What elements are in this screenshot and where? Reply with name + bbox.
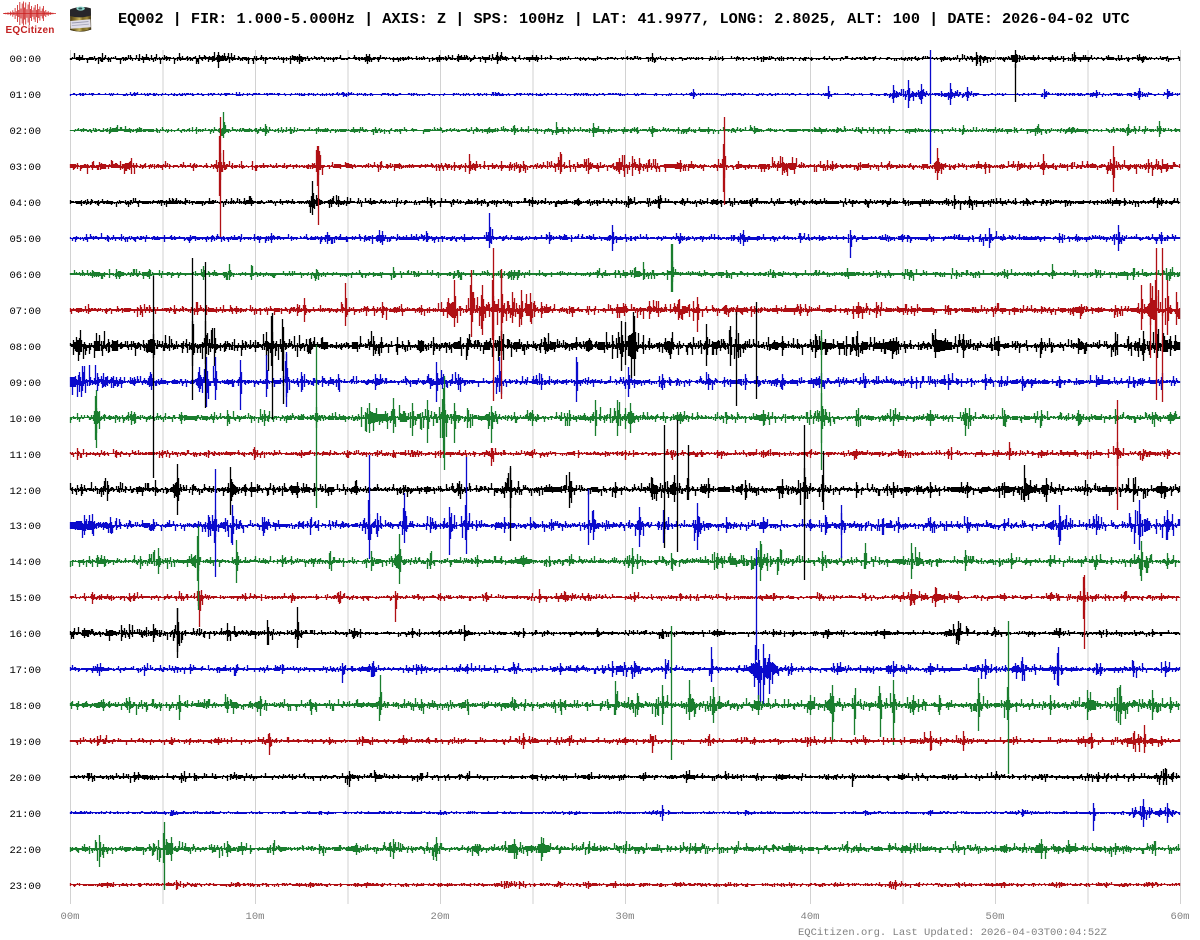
svg-text:22:00: 22:00 — [10, 845, 42, 857]
svg-text:19:00: 19:00 — [10, 737, 42, 749]
svg-text:15:00: 15:00 — [10, 593, 42, 605]
svg-text:07:00: 07:00 — [10, 306, 42, 318]
svg-text:30m: 30m — [616, 911, 635, 923]
svg-text:EQCitizen: EQCitizen — [6, 25, 55, 36]
svg-text:17:00: 17:00 — [10, 665, 42, 677]
svg-text:21:00: 21:00 — [10, 809, 42, 821]
svg-text:05:00: 05:00 — [10, 234, 42, 246]
svg-text:16:00: 16:00 — [10, 629, 42, 641]
svg-text:18:00: 18:00 — [10, 701, 42, 713]
svg-text:08:00: 08:00 — [10, 342, 42, 354]
svg-text:06:00: 06:00 — [10, 270, 42, 282]
svg-text:60m: 60m — [1171, 911, 1190, 923]
svg-text:02:00: 02:00 — [10, 126, 42, 138]
svg-text:50m: 50m — [986, 911, 1005, 923]
svg-text:13:00: 13:00 — [10, 521, 42, 533]
svg-text:40m: 40m — [801, 911, 820, 923]
svg-text:10:00: 10:00 — [10, 414, 42, 426]
svg-text:01:00: 01:00 — [10, 90, 42, 102]
svg-text:EQ002 | FIR: 1.000-5.000Hz | A: EQ002 | FIR: 1.000-5.000Hz | AXIS: Z | S… — [118, 10, 1130, 28]
svg-text:20m: 20m — [431, 911, 450, 923]
svg-text:00:00: 00:00 — [10, 54, 42, 66]
svg-text:10m: 10m — [246, 911, 265, 923]
svg-text:23:00: 23:00 — [10, 881, 42, 893]
svg-text:EQCitizen.org. Last Updated: 2: EQCitizen.org. Last Updated: 2026-04-03T… — [798, 927, 1107, 939]
svg-text:00m: 00m — [61, 911, 80, 923]
svg-text:14:00: 14:00 — [10, 557, 42, 569]
svg-text:04:00: 04:00 — [10, 198, 42, 210]
svg-text:12:00: 12:00 — [10, 486, 42, 498]
svg-text:11:00: 11:00 — [10, 450, 42, 462]
svg-text:03:00: 03:00 — [10, 162, 42, 174]
svg-text:09:00: 09:00 — [10, 378, 42, 390]
svg-text:20:00: 20:00 — [10, 773, 42, 785]
